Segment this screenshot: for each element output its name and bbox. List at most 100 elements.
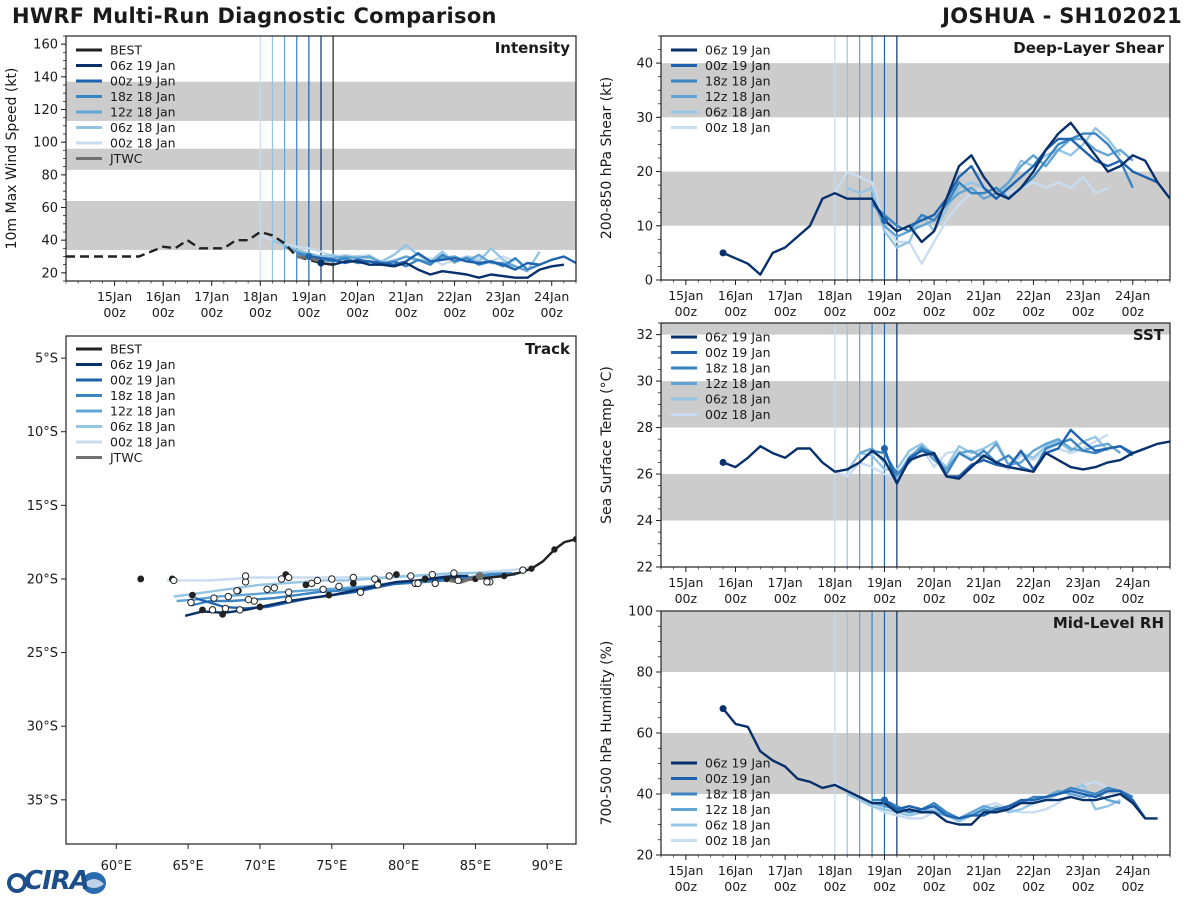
legend-label: BEST (110, 43, 142, 58)
track-marker-open (349, 573, 358, 582)
y-tick-label: 100 (33, 136, 58, 151)
legend-label: 06z 19 Jan (705, 756, 771, 771)
x-tick-label: 70°E (244, 859, 275, 874)
legend-label: 06z 18 Jan (705, 105, 771, 120)
track-marker-open (284, 588, 293, 596)
legend-label: 18z 18 Jan (705, 361, 771, 376)
x-tick-label: 00z (873, 879, 896, 894)
track-marker-open (270, 584, 279, 592)
legend-label: 18z 18 Jan (110, 89, 176, 104)
x-tick-label: 00z (152, 305, 175, 320)
threshold-band (661, 474, 1170, 521)
x-tick-label: 15Jan (668, 863, 703, 878)
track-marker-filled (421, 575, 429, 583)
x-tick-label: 00z (824, 591, 847, 606)
legend-label: 06z 18 Jan (705, 392, 771, 407)
track-marker-open (208, 606, 217, 614)
track-marker-open (371, 575, 379, 583)
legend-label: 12z 18 Jan (110, 404, 176, 419)
legend-label: 00z 18 Jan (110, 136, 176, 151)
legend-label: 06z 18 Jan (110, 120, 176, 135)
plot-frame (660, 322, 1171, 568)
x-tick-label: 16Jan (718, 863, 753, 878)
x-tick-label: 22Jan (1016, 575, 1051, 590)
y-tick-label: 22 (636, 561, 653, 576)
track-marker-open (483, 578, 491, 586)
x-tick-label: 00z (923, 591, 946, 606)
x-tick-label: 00z (540, 305, 563, 320)
legend-label: 12z 18 Jan (705, 802, 771, 817)
track-marker-filled (349, 579, 357, 587)
x-tick-label: 24Jan (1115, 863, 1150, 878)
x-tick-label: 00z (873, 304, 896, 319)
x-tick-label: 19Jan (291, 289, 326, 304)
shear-panel: 01020304015Jan00z16Jan00z17Jan00z18Jan00… (599, 35, 1171, 319)
x-tick-label: 00z (873, 591, 896, 606)
rh-panel: 2040608010015Jan00z16Jan00z17Jan00z18Jan… (599, 605, 1171, 894)
y-tick-label: 30 (636, 111, 653, 126)
x-tick-label: 18Jan (817, 575, 852, 590)
y-tick-label: 10°S (27, 425, 58, 440)
track-marker-open (450, 569, 458, 577)
track-marker-open (335, 582, 343, 591)
x-tick-label: 00z (724, 879, 747, 894)
legend-label: 18z 18 Jan (705, 74, 771, 89)
plot-area (137, 536, 576, 618)
best-track-line (66, 230, 334, 266)
x-tick-label: 00z (973, 879, 996, 894)
x-tick-label: 00z (1072, 879, 1095, 894)
y-tick-label: 80 (636, 666, 653, 681)
x-tick-label: 20Jan (917, 288, 952, 303)
x-tick-label: 00z (395, 305, 418, 320)
x-tick-label: 00z (103, 305, 126, 320)
track-marker-open (221, 604, 230, 613)
y-tick-label: 20 (41, 266, 58, 281)
x-tick-label: 20Jan (340, 289, 375, 304)
x-tick-label: 23Jan (1066, 288, 1101, 303)
legend-label: JTWC (109, 450, 143, 465)
x-tick-label: 00z (200, 305, 223, 320)
track-marker-open (428, 570, 437, 579)
storm-id: JOSHUA - SH102021 (942, 4, 1182, 28)
x-tick-label: 18Jan (817, 863, 852, 878)
track-marker-open (187, 598, 195, 607)
threshold-band (661, 63, 1170, 118)
x-tick-label: 19Jan (867, 575, 902, 590)
track-marker-open (414, 579, 422, 588)
x-tick-label: 00z (1122, 304, 1145, 319)
track-marker-filled (302, 581, 310, 589)
x-tick-label: 16Jan (718, 575, 753, 590)
x-tick-label: 75°E (316, 859, 347, 874)
x-tick-label: 19Jan (867, 288, 902, 303)
track-marker-filled (393, 571, 400, 578)
panel-title: Mid-Level RH (1053, 614, 1164, 632)
panel-title: Intensity (495, 39, 571, 57)
track-marker-open (319, 585, 327, 593)
panel-title: Track (525, 340, 571, 358)
x-tick-label: 22Jan (1016, 863, 1051, 878)
track-marker-open (307, 579, 316, 588)
x-tick-label: 00z (1122, 879, 1145, 894)
x-tick-label: 00z (443, 305, 466, 320)
x-tick-label: 19Jan (867, 863, 902, 878)
y-tick-label: 15°S (27, 499, 58, 514)
x-tick-label: 90°E (532, 859, 563, 874)
x-tick-label: 00z (675, 591, 698, 606)
init-marker (880, 216, 888, 224)
track-marker-open (284, 595, 293, 604)
series-line (722, 121, 1170, 276)
x-tick-label: 00z (774, 304, 797, 319)
legend-label: 00z 19 Jan (705, 771, 771, 786)
y-tick-label: 20 (636, 165, 653, 180)
legend-label: 00z 18 Jan (705, 407, 771, 422)
x-tick-label: 00z (824, 879, 847, 894)
init-marker (719, 249, 727, 257)
x-tick-label: 22Jan (1016, 288, 1051, 303)
track-marker-open (233, 587, 241, 595)
track-marker-open (170, 576, 178, 585)
track-marker-open (277, 575, 286, 583)
panel-title: SST (1133, 326, 1165, 344)
track-marker-filled (325, 591, 333, 599)
legend-label: JTWC (109, 151, 143, 166)
